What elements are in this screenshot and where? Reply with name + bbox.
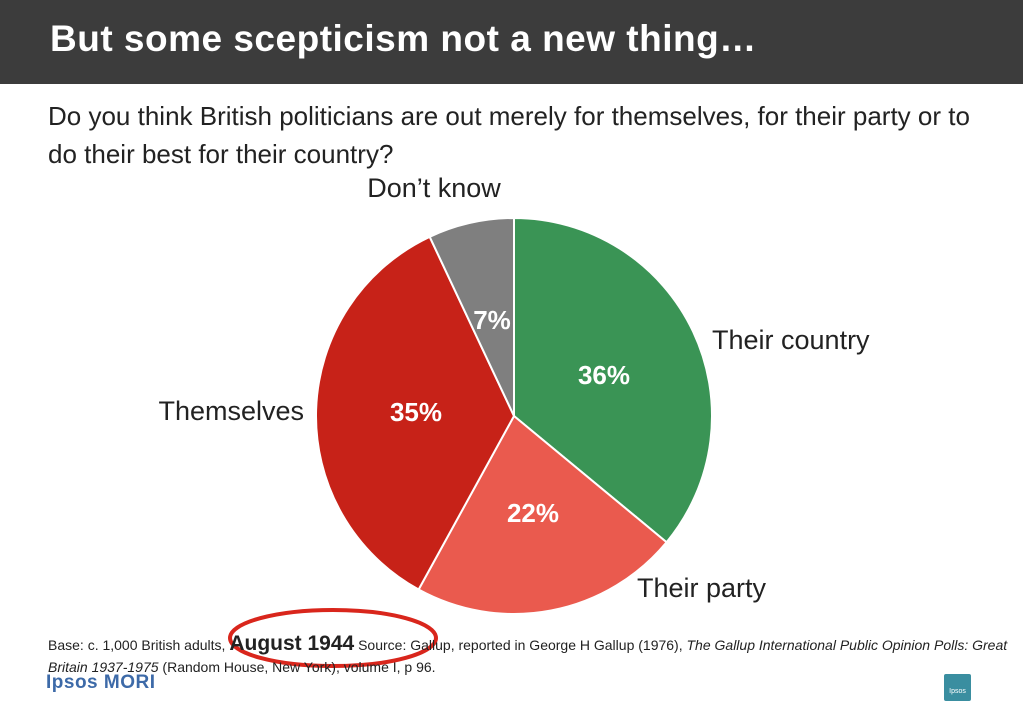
footnote-date: August 1944 [229,632,355,655]
slide-title: But some scepticism not a new thing… [50,18,757,59]
value-labels: 36% 22% 35% 7% [390,305,630,528]
footnote: Base: c. 1,000 British adults, August 19… [48,633,1013,678]
slice-category-label: Don’t know [367,173,501,203]
ipsos-mori-logo: Ipsos MORI [46,672,156,693]
footnote-publisher: (Random House, New York), volume I, p 96… [162,659,436,675]
pie-slice-don-t-know [428,216,515,417]
slice-value-label: 7% [473,305,511,335]
slice-value-label: 35% [390,397,442,427]
title-bar: But some scepticism not a new thing… [0,0,1023,84]
slice-value-label: 22% [507,498,559,528]
pie-slice-their-country [513,216,713,544]
slice-category-label: Themselves [158,396,304,426]
survey-question: Do you think British politicians are out… [48,101,970,169]
date-highlight-ring [228,608,438,668]
slice-category-label: Their country [712,325,870,355]
pie-slice-their-party [417,414,668,615]
category-labels: Their country Their party Themselves Don’t … [158,173,870,603]
footnote-book-title: The Gallup International Public Opinion … [48,637,1008,675]
ipsos-logo: Ipsos [944,674,971,701]
slice-category-label: Their party [637,573,767,603]
pie-slices [315,216,713,615]
slice-value-label: 36% [578,360,630,390]
footnote-source: Source: Gallup, reported in George H Gal… [358,637,683,653]
pie-slice-themselves [315,235,516,591]
footnote-base: Base: c. 1,000 British adults, [48,637,226,653]
